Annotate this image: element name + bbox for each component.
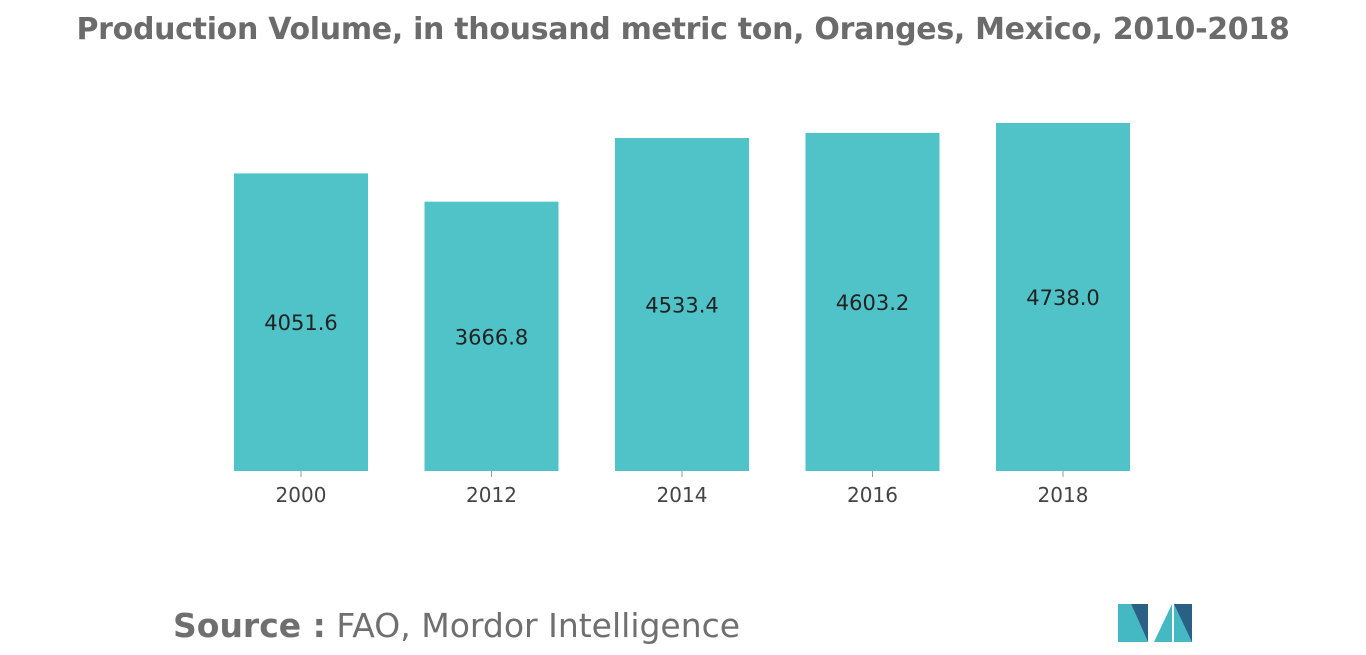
value-label-2000: 4051.6 <box>264 311 337 335</box>
bar-2018 <box>996 123 1130 471</box>
bar-2000 <box>234 173 368 471</box>
value-label-2018: 4738.0 <box>1026 286 1099 310</box>
x-tick-label-2012: 2012 <box>466 483 517 507</box>
value-label-2014: 4533.4 <box>645 294 718 318</box>
x-tick-labels-group: 2000 2012 2014 2016 2018 <box>276 483 1089 507</box>
chart-title: Production Volume, in thousand metric to… <box>76 12 1290 47</box>
logo-left-dark <box>1131 604 1148 642</box>
bar-2016 <box>805 132 940 471</box>
x-tick-label-2016: 2016 <box>847 483 898 507</box>
value-label-2012: 3666.8 <box>455 325 528 349</box>
x-tick-label-2000: 2000 <box>276 483 327 507</box>
x-tick-label-2014: 2014 <box>657 483 708 507</box>
source-note: Source : FAO, Mordor Intelligence <box>173 606 740 645</box>
bar-2014 <box>615 138 749 472</box>
source-label: Source : <box>173 606 326 645</box>
mordor-intelligence-logo <box>1118 604 1192 642</box>
logo-mid-light <box>1154 604 1172 642</box>
x-tick-label-2018: 2018 <box>1038 483 1089 507</box>
bars-group <box>234 123 1130 472</box>
bar-2012 <box>424 201 559 471</box>
logo-left-light <box>1118 604 1148 642</box>
logo-right-light <box>1174 604 1192 642</box>
x-ticks-group <box>300 471 1064 477</box>
source-text: FAO, Mordor Intelligence <box>336 606 741 645</box>
value-labels-group: 4051.6 3666.8 4533.4 4603.2 4738.0 <box>264 286 1099 349</box>
value-label-2016: 4603.2 <box>836 291 909 315</box>
